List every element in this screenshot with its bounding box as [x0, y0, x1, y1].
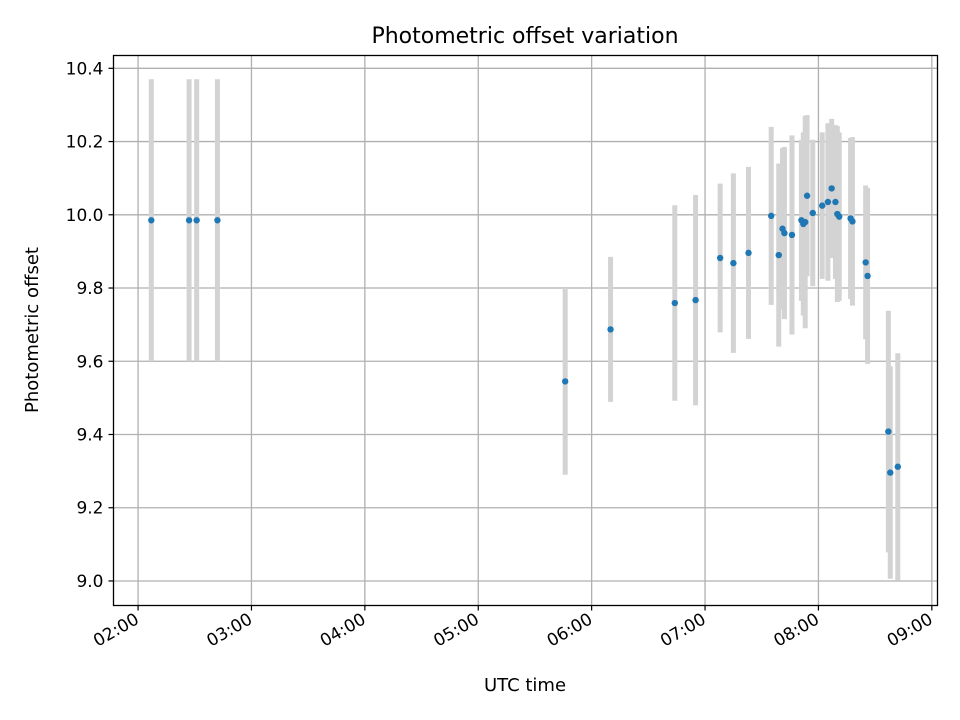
data-point — [885, 428, 892, 435]
data-point — [775, 251, 782, 259]
data-point — [214, 217, 221, 224]
data-point — [828, 185, 835, 192]
x-axis-label: UTC time — [484, 675, 566, 696]
data-point — [864, 272, 871, 280]
data-points — [148, 185, 902, 476]
data-point — [836, 213, 843, 220]
data-point — [849, 218, 856, 225]
y-tick-label: 10.0 — [66, 206, 104, 226]
y-axis-ticks: 9.0 9.2 9.4 9.6 9.8 10.0 10.2 10.4 — [66, 59, 114, 592]
data-point — [824, 198, 832, 206]
data-point — [148, 217, 155, 224]
data-point — [803, 192, 811, 199]
data-point — [692, 296, 699, 304]
plot-area-frame — [112, 54, 939, 607]
data-point — [716, 254, 724, 262]
data-point — [671, 299, 679, 307]
data-point — [730, 259, 737, 267]
data-point — [561, 378, 569, 385]
data-point — [781, 229, 788, 237]
data-point — [802, 218, 809, 226]
data-point — [894, 463, 902, 470]
data-point — [607, 326, 614, 333]
chart-title: Photometric offset variation — [371, 24, 678, 49]
data-point — [788, 231, 796, 239]
y-tick-label: 10.2 — [66, 133, 104, 153]
y-tick-label: 10.4 — [66, 59, 104, 79]
data-point — [185, 217, 193, 224]
y-tick-label: 9.2 — [76, 499, 103, 519]
y-tick-label: 9.4 — [76, 425, 103, 445]
data-point — [767, 212, 775, 220]
data-point — [745, 249, 752, 257]
y-tick-label: 9.6 — [76, 352, 103, 372]
data-point — [193, 217, 200, 224]
y-tick-label: 9.0 — [76, 572, 103, 592]
data-point — [862, 259, 869, 266]
y-axis-label: Photometric offset — [22, 247, 43, 413]
data-point — [809, 209, 816, 217]
y-tick-label: 9.8 — [76, 279, 103, 299]
data-point — [887, 469, 894, 476]
data-point — [832, 198, 839, 206]
data-point — [819, 202, 826, 209]
